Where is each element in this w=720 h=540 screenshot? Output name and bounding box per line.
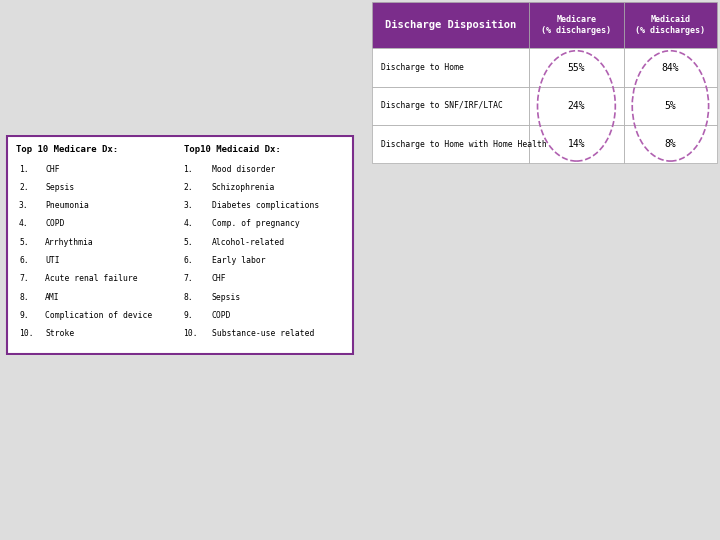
Text: 5.: 5. bbox=[184, 238, 193, 247]
Text: 6.: 6. bbox=[184, 256, 193, 265]
Text: 6.: 6. bbox=[19, 256, 29, 265]
Text: UTI: UTI bbox=[45, 256, 60, 265]
Text: Sepsis: Sepsis bbox=[45, 183, 74, 192]
FancyBboxPatch shape bbox=[6, 136, 354, 354]
Text: Sepsis: Sepsis bbox=[212, 293, 240, 301]
Text: 3.: 3. bbox=[184, 201, 193, 210]
Text: CHF: CHF bbox=[45, 165, 60, 174]
Text: Acute renal failure: Acute renal failure bbox=[45, 274, 138, 284]
Text: AMI: AMI bbox=[45, 293, 60, 301]
Text: Substance-use related: Substance-use related bbox=[212, 329, 314, 338]
Text: Pneumonia: Pneumonia bbox=[45, 201, 89, 210]
Text: 2.: 2. bbox=[19, 183, 29, 192]
Text: Mood disorder: Mood disorder bbox=[212, 165, 275, 174]
Text: Stroke: Stroke bbox=[45, 329, 74, 338]
Text: 1.: 1. bbox=[19, 165, 29, 174]
Text: Complication of device: Complication of device bbox=[45, 311, 153, 320]
Text: Alcohol-related: Alcohol-related bbox=[212, 238, 284, 247]
FancyBboxPatch shape bbox=[372, 125, 529, 164]
Text: 7.: 7. bbox=[184, 274, 193, 284]
FancyBboxPatch shape bbox=[624, 2, 717, 49]
Text: Discharge Disposition: Discharge Disposition bbox=[385, 20, 516, 30]
FancyBboxPatch shape bbox=[529, 49, 624, 87]
Text: CHF: CHF bbox=[212, 274, 226, 284]
Text: 5.: 5. bbox=[19, 238, 29, 247]
Text: Arrhythmia: Arrhythmia bbox=[45, 238, 94, 247]
Text: 55%: 55% bbox=[567, 63, 585, 72]
Text: Medicaid
(% discharges): Medicaid (% discharges) bbox=[636, 15, 706, 35]
Text: Comp. of pregnancy: Comp. of pregnancy bbox=[212, 219, 300, 228]
FancyBboxPatch shape bbox=[372, 49, 529, 87]
FancyBboxPatch shape bbox=[624, 49, 717, 87]
Text: COPD: COPD bbox=[212, 311, 231, 320]
Text: Diabetes complications: Diabetes complications bbox=[212, 201, 319, 210]
Text: 8.: 8. bbox=[184, 293, 193, 301]
Text: 8.: 8. bbox=[19, 293, 29, 301]
FancyBboxPatch shape bbox=[624, 87, 717, 125]
Text: 4.: 4. bbox=[19, 219, 29, 228]
FancyBboxPatch shape bbox=[624, 125, 717, 164]
Text: 9.: 9. bbox=[19, 311, 29, 320]
Text: 3.: 3. bbox=[19, 201, 29, 210]
FancyBboxPatch shape bbox=[372, 2, 529, 49]
Text: Schizophrenia: Schizophrenia bbox=[212, 183, 275, 192]
Text: 24%: 24% bbox=[567, 101, 585, 111]
FancyBboxPatch shape bbox=[372, 87, 529, 125]
FancyBboxPatch shape bbox=[529, 87, 624, 125]
Text: 10.: 10. bbox=[19, 329, 34, 338]
Text: 9.: 9. bbox=[184, 311, 193, 320]
Text: 14%: 14% bbox=[567, 139, 585, 149]
Text: 84%: 84% bbox=[662, 63, 679, 72]
Text: Discharge to Home: Discharge to Home bbox=[381, 63, 464, 72]
Text: Top 10 Medicare Dx:: Top 10 Medicare Dx: bbox=[16, 145, 117, 154]
FancyBboxPatch shape bbox=[529, 125, 624, 164]
Text: Discharge to SNF/IRF/LTAC: Discharge to SNF/IRF/LTAC bbox=[381, 102, 503, 110]
Text: 1.: 1. bbox=[184, 165, 193, 174]
Text: 10.: 10. bbox=[184, 329, 198, 338]
Text: Top10 Medicaid Dx:: Top10 Medicaid Dx: bbox=[184, 145, 280, 154]
Text: 7.: 7. bbox=[19, 274, 29, 284]
Text: 4.: 4. bbox=[184, 219, 193, 228]
Text: 8%: 8% bbox=[665, 139, 676, 149]
FancyBboxPatch shape bbox=[529, 2, 624, 49]
Text: 2.: 2. bbox=[184, 183, 193, 192]
Text: COPD: COPD bbox=[45, 219, 65, 228]
Text: 5%: 5% bbox=[665, 101, 676, 111]
Text: Medicare
(% discharges): Medicare (% discharges) bbox=[541, 15, 611, 35]
Text: Discharge to Home with Home Health: Discharge to Home with Home Health bbox=[381, 140, 546, 149]
Text: Early labor: Early labor bbox=[212, 256, 265, 265]
